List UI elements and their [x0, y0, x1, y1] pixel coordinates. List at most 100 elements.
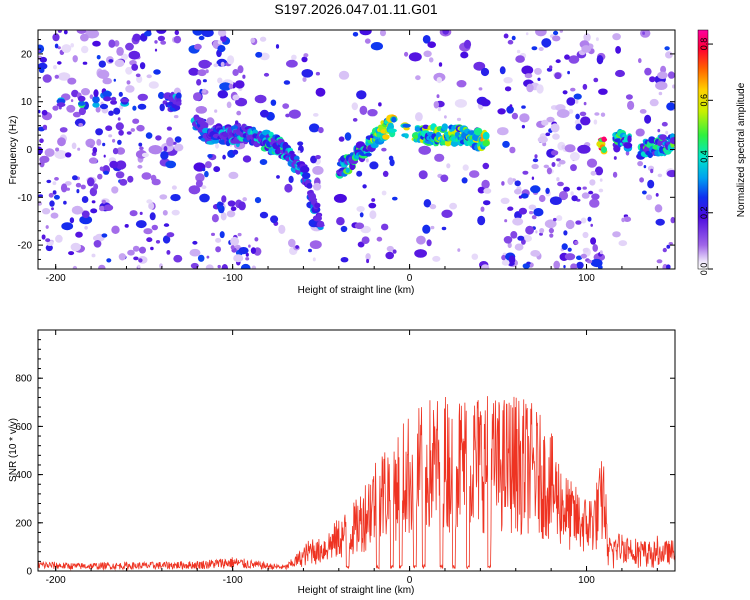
spectrogram-cell [226, 210, 236, 218]
spectrogram-cell [93, 235, 98, 241]
spectrogram-cell [237, 232, 242, 237]
spectrogram-cell [260, 109, 269, 118]
x-tick-label: -100 [223, 575, 243, 586]
spectrogram-cell [92, 40, 101, 47]
spectrogram-cell [357, 241, 365, 248]
spectrogram-cell [235, 97, 248, 107]
spectrogram-cell [135, 220, 147, 229]
spectrogram-cell [139, 246, 146, 254]
spectrogram-cell [599, 250, 603, 255]
spectrogram-cell [625, 150, 630, 156]
spectrogram-cell [50, 212, 59, 219]
spectrogram-cell [151, 178, 161, 186]
spectrogram-cell [88, 157, 98, 164]
spectrogram-cell [65, 152, 72, 158]
spectrogram-cell [214, 109, 218, 113]
spectrogram-cell [52, 105, 59, 111]
spectrogram-cell [511, 112, 518, 120]
spectrogram-cell [259, 36, 267, 42]
spectrogram-cell [174, 143, 184, 152]
spectrogram-cell [575, 123, 582, 131]
spectrogram-cell [126, 80, 131, 85]
spectrogram-cell [515, 55, 525, 63]
spectrogram-cell [594, 166, 604, 176]
spectrogram-cell [213, 63, 219, 68]
x-tick-label: -200 [46, 575, 66, 586]
spectrogram-cell [98, 60, 107, 68]
spectrogram-cell [117, 139, 122, 145]
spectrogram-cell [559, 30, 563, 33]
spectrogram-cell [54, 43, 59, 49]
spectrogram-cell [171, 185, 177, 190]
spectrogram-cell [206, 255, 210, 259]
spectrogram-cell [188, 185, 201, 195]
spectrogram-cell [297, 141, 304, 146]
spectrogram-cell [514, 188, 522, 195]
spectrogram-cell [538, 194, 546, 203]
spectrogram-cell [582, 83, 588, 90]
snr-panel: -200 -100 0 100 0 200 400 600 800 Height of stra… [8, 329, 676, 596]
spectrogram-cell [95, 106, 101, 113]
spectrogram-cell [381, 147, 387, 152]
ridge-cell [103, 96, 112, 102]
spectrogram-cell [546, 116, 555, 123]
spectrogram-cell [569, 152, 580, 161]
spectrogram-cell [441, 209, 453, 218]
spectrogram-cell [235, 120, 239, 125]
spectrogram-cell [481, 179, 490, 189]
spectrogram-cell [113, 107, 121, 115]
spectrogram-cell [81, 196, 89, 203]
ridge-cell [414, 126, 421, 132]
spectrogram-cell [556, 109, 570, 118]
spectrogram-cell [242, 74, 246, 79]
spectrogram-cell [368, 202, 377, 209]
spectrogram-cell [577, 144, 591, 154]
spectrogram-cell [649, 98, 659, 107]
spectrogram-cell [174, 136, 182, 143]
spectrogram-cell [301, 56, 308, 63]
spectrogram-cell [530, 250, 541, 257]
spectrogram-cell [217, 30, 227, 37]
spectrogram-cell [53, 194, 60, 200]
spectrogram-cell [615, 46, 621, 54]
spectrogram-cell [550, 123, 560, 133]
spectrogram-cell [137, 103, 147, 110]
spectrogram-cell [72, 175, 78, 181]
ridge-cell [669, 137, 675, 145]
colorbar-tick-label: 0.2 [699, 207, 709, 220]
spectrogram-cell [141, 152, 149, 158]
spectrogram-cell [598, 88, 608, 95]
spectrogram-cell [121, 53, 128, 61]
spectrogram-cell [236, 110, 242, 116]
spectrogram-cell [537, 77, 541, 82]
spectrogram-cell [543, 164, 549, 169]
spectrogram-cell [76, 189, 80, 194]
spectrogram-cell [561, 144, 566, 150]
spectrogram-cell [556, 158, 561, 162]
spectrogram-cell [625, 94, 633, 100]
spectrogram-cell [59, 127, 68, 133]
spectrogram-cell [352, 118, 358, 122]
ridge-cell [200, 121, 209, 130]
spectrogram-cell [591, 193, 600, 200]
spectrogram-cell [480, 99, 491, 107]
spectrogram-cell [338, 136, 345, 142]
spectrogram-cell [340, 257, 349, 263]
spectrogram-cell [365, 253, 371, 261]
spectrogram-cell [195, 179, 203, 188]
spectrogram-cell [640, 30, 651, 38]
spectrogram-cell [665, 51, 673, 59]
spectrogram-cell [356, 206, 365, 212]
spectrogram-cell [245, 257, 250, 261]
spectrogram-cell [442, 30, 449, 35]
ridge-cell [365, 152, 372, 157]
spectrogram-cell [512, 217, 524, 226]
spectrogram-cell [92, 147, 98, 154]
spectrogram-cell [593, 77, 599, 83]
spectrogram-cell [218, 202, 224, 206]
spectrogram-cell [315, 87, 326, 97]
colorbar-gradient [697, 29, 709, 270]
spectrogram-cell [535, 230, 538, 234]
spectrogram-cell [501, 181, 505, 186]
